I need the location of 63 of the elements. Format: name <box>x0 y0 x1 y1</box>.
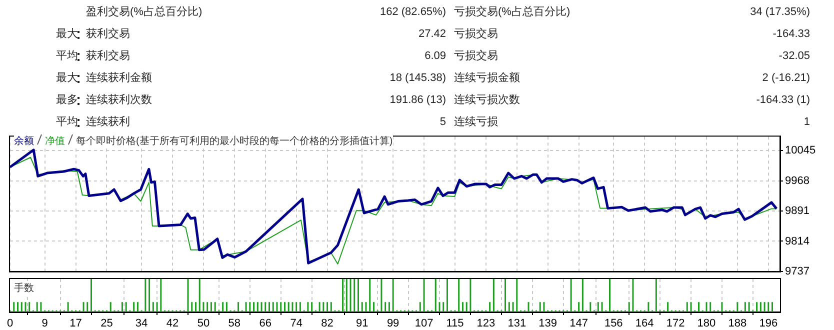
chart-title: 手数 <box>14 281 34 295</box>
x-tick-label: 17 <box>70 318 82 330</box>
x-tick-label: 180 <box>697 318 716 330</box>
x-tick-label: 156 <box>604 318 623 330</box>
text: -164.33 (1) <box>756 93 810 108</box>
text: 亏损交易(%占总百分比) <box>454 4 570 20</box>
text: -32.05 <box>778 49 810 64</box>
category-label: 平均 <box>56 115 78 130</box>
series-label: 余额 <box>14 136 34 147</box>
text: 34 (17.35%) <box>750 5 810 20</box>
text: 亏损交易 <box>454 48 498 64</box>
text: 1 <box>804 115 810 130</box>
x-tick-label: 74 <box>290 318 302 330</box>
y-tick-label: 10045 <box>785 144 816 157</box>
x-tick-label: 172 <box>666 318 685 330</box>
x-tick-label: 91 <box>356 318 368 330</box>
text: 2 (-16.21) <box>762 71 810 86</box>
x-tick-label: 66 <box>259 318 272 330</box>
x-tick-label: 123 <box>476 318 496 330</box>
text: 27.42 <box>418 27 446 42</box>
y-tick-label: 9891 <box>785 205 810 218</box>
text: 亏损交易 <box>454 26 498 42</box>
text: 6.09 <box>424 49 446 64</box>
x-tick-label: 188 <box>728 318 747 330</box>
x-tick-label: 164 <box>635 318 654 330</box>
x-tick-label: 9 <box>42 318 48 330</box>
category-label: 最大 <box>56 27 78 42</box>
x-tick-label: 25 <box>100 318 113 330</box>
category-label: 最多 <box>56 93 78 108</box>
text: 连续获利次数 <box>86 93 152 108</box>
x-tick-label: 99 <box>386 318 400 330</box>
x-tick-label: 107 <box>414 318 434 330</box>
text: 162 (82.65%) <box>380 5 446 20</box>
y-tick-label: 9968 <box>785 174 810 187</box>
chart-title: 每个即时价格(基于所有可利用的最小时段的每一个价格的分形插值计算) <box>76 136 393 147</box>
category-label: 最大 <box>56 71 78 86</box>
series-label: 净值 <box>45 136 65 147</box>
x-tick-label: 139 <box>538 318 558 330</box>
text: -164.33 <box>772 27 810 42</box>
category-label: 平均 <box>56 49 78 64</box>
x-tick-label: 58 <box>228 318 241 330</box>
text: 5 <box>440 115 446 130</box>
text: 获利交易 <box>86 26 130 42</box>
y-tick-label: 9814 <box>785 235 810 248</box>
text: 连续获利 <box>86 115 130 130</box>
y-tick-label: 9737 <box>785 265 810 278</box>
text: 连续获利金额 <box>86 70 152 86</box>
text: 连续亏损金额 <box>454 70 520 86</box>
x-tick-label: 196 <box>759 318 778 330</box>
text: 18 (145.38) <box>390 71 446 86</box>
text: 盈利交易(%占总百分比) <box>86 4 202 20</box>
text: 191.86 (13) <box>390 93 446 108</box>
x-tick-label: 131 <box>508 318 526 330</box>
x-tick-label: 115 <box>446 318 464 330</box>
x-tick-label: 0 <box>6 318 14 330</box>
x-tick-label: 147 <box>570 318 588 330</box>
text: 连续亏损次数 <box>454 93 520 108</box>
x-tick-label: 42 <box>166 318 179 330</box>
text: 连续亏损 <box>454 115 498 130</box>
x-tick-label: 50 <box>197 318 210 330</box>
x-tick-label: 34 <box>135 318 148 330</box>
text: 获利交易 <box>86 48 130 64</box>
x-tick-label: 82 <box>321 318 334 330</box>
